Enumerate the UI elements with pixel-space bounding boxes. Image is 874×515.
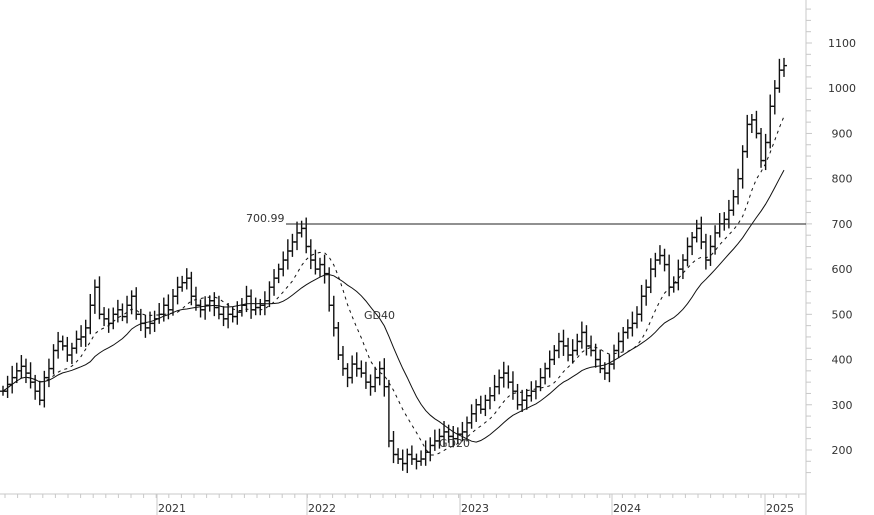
gd40-line — [2, 169, 785, 443]
y-tick-label: 1000 — [828, 82, 856, 95]
y-axis-ticks: 200 300 400 500 600 700 800 900 1000 1100 — [806, 8, 856, 474]
y-tick-label: 1100 — [828, 37, 856, 50]
y-tick-label: 800 — [832, 173, 853, 186]
gd20-line — [2, 116, 785, 456]
x-tick-label: 2021 — [158, 502, 186, 515]
y-tick-label: 600 — [832, 263, 853, 276]
gd40-label: GD40 — [364, 309, 395, 322]
x-tick-label: 2023 — [461, 502, 489, 515]
y-tick-label: 500 — [832, 308, 853, 321]
x-tick-label: 2024 — [613, 502, 641, 515]
plot-area — [0, 57, 787, 474]
y-tick-label: 200 — [832, 444, 853, 457]
y-tick-label: 700 — [832, 218, 853, 231]
y-tick-label: 300 — [832, 399, 853, 412]
x-tick-label: 2022 — [308, 502, 336, 515]
annotations: 700.99 GD40 GD20 — [246, 212, 806, 450]
y-tick-label: 900 — [832, 127, 853, 140]
x-tick-label: 2025 — [766, 502, 794, 515]
resistance-label: 700.99 — [246, 212, 285, 225]
y-tick-label: 400 — [832, 354, 853, 367]
x-axis-ticks: 2021 2022 2023 2024 2025 — [4, 494, 800, 515]
gd20-label: GD20 — [439, 437, 470, 450]
